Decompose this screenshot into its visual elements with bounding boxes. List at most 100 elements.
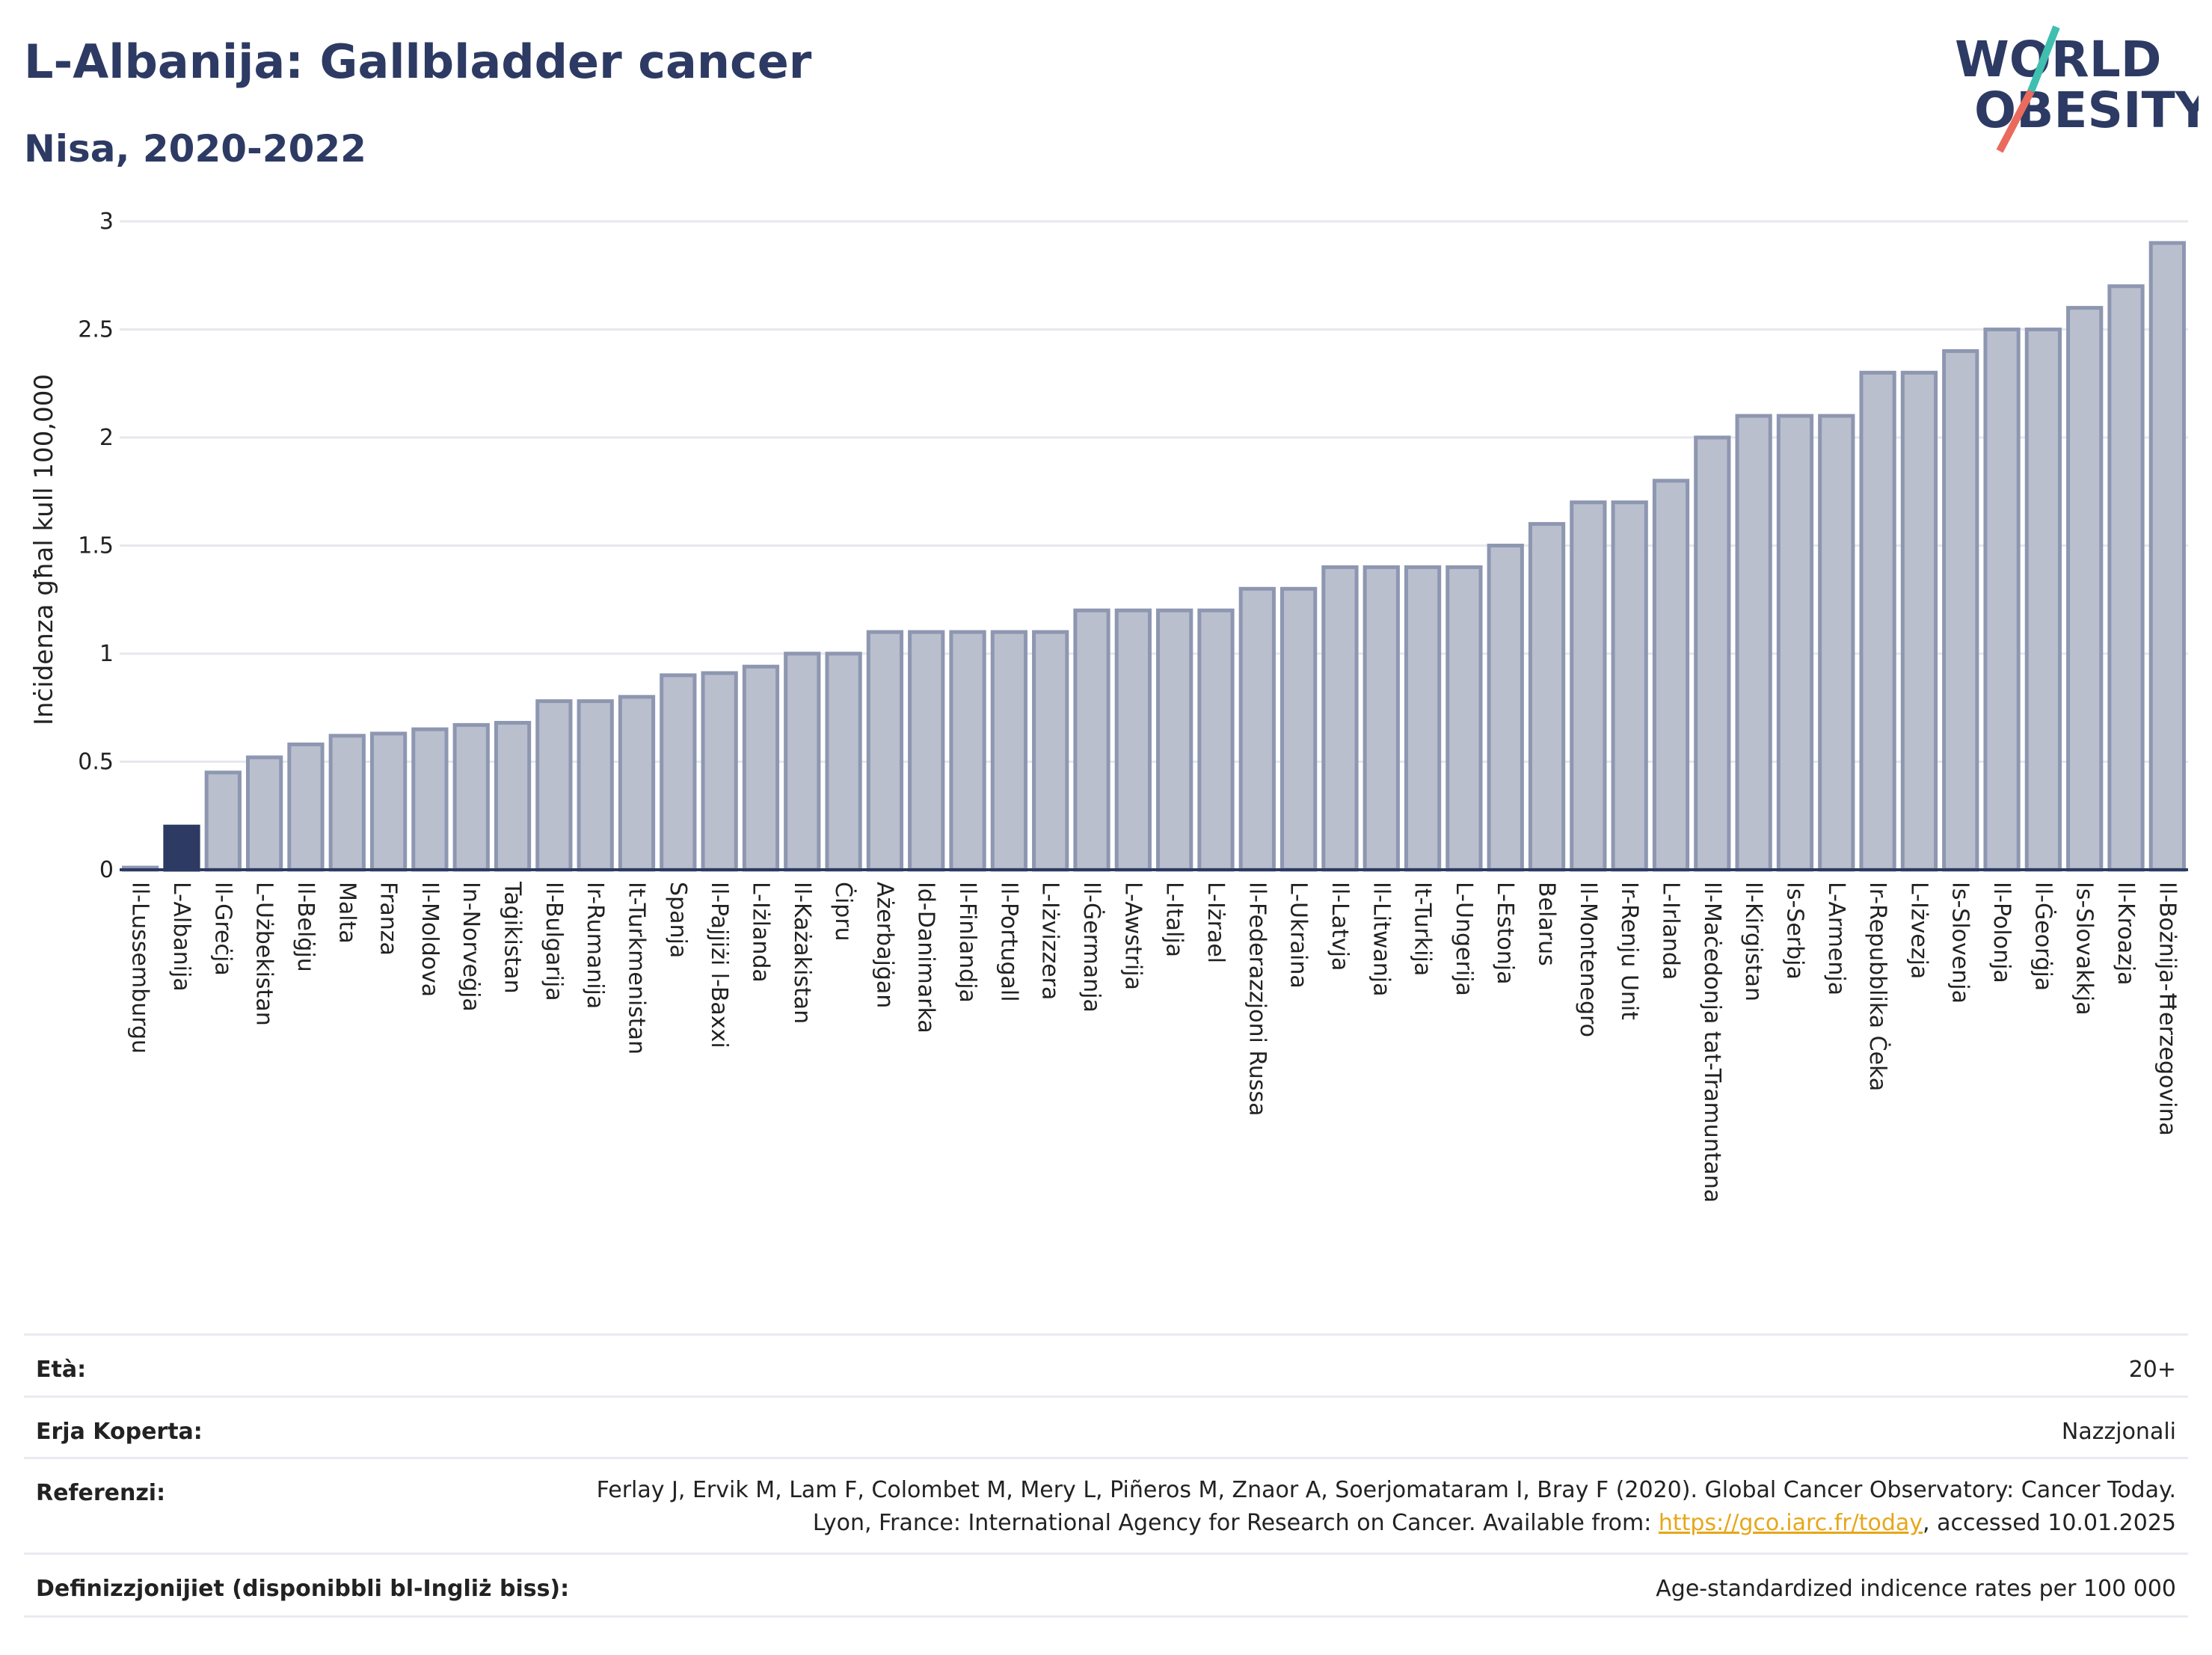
info-value: Ferlay J, Ervik M, Lam F, Colombet M, Me… (531, 1474, 2176, 1540)
info-value: Age-standardized indicence rates per 100… (1656, 1576, 2176, 1602)
info-row: Erja Koperta: Nazzjonali (24, 1395, 2188, 1459)
bar-41 (1818, 414, 1855, 872)
y-tick-label: 3 (99, 209, 114, 235)
x-tick-label: Il-Greċja (209, 882, 236, 976)
logo-slash-teal (2027, 25, 2060, 93)
bar-49 (2148, 241, 2186, 872)
x-tick-label: Il-Moldova (417, 882, 443, 997)
bar-34 (1528, 522, 1566, 872)
bar-5 (328, 734, 366, 872)
x-tick-label: Ir-Repubblika Ċeka (1864, 882, 1892, 1091)
x-tick-label: Il-Federazzjoni Russa (1244, 882, 1270, 1117)
bar-20 (949, 630, 986, 872)
x-tick-label: It-Turkija (1410, 882, 1436, 976)
bars (122, 241, 2186, 872)
bar-chart: Il-Lussemburgu L-Albanija Il-Greċja L-Użbek… (29, 209, 2188, 1203)
x-tick-label: Franza (375, 882, 402, 956)
bar-13 (660, 673, 697, 872)
x-tick-label: In-Norveġja (458, 882, 484, 1012)
y-tick-label: 1 (99, 641, 114, 667)
info-row: Età: 20+ (24, 1333, 2188, 1398)
bar-36 (1611, 500, 1648, 872)
reference-link[interactable]: https://gco.iarc.fr/today (1658, 1510, 1923, 1536)
info-value: 20+ (2128, 1357, 2176, 1383)
bar-17 (825, 651, 862, 872)
bar-11 (577, 699, 614, 872)
info-row: Referenzi: Ferlay J, Ervik M, Lam F, Colo… (24, 1457, 2188, 1555)
x-tick-label: Il-Latvja (1327, 882, 1353, 971)
bar-30 (1362, 565, 1400, 872)
bar-21 (990, 630, 1028, 872)
x-tick-labels: Il-Lussemburgu L-Albanija Il-Greċja L-Użbek… (127, 881, 2181, 1203)
x-tick-label: Malta (334, 882, 360, 944)
bar-43 (1900, 370, 1938, 872)
bar-7 (411, 727, 449, 872)
x-tick-label: Is-Slovenja (1947, 882, 1973, 1004)
x-tick-label: L-Irlanda (1658, 882, 1684, 980)
x-tick-label: L-Albanija (168, 882, 194, 992)
bar-33 (1487, 544, 1524, 872)
bar-47 (2066, 306, 2104, 872)
bar-32 (1446, 565, 1483, 872)
y-tick-label: 0 (99, 857, 114, 883)
bar-14 (701, 671, 738, 872)
bar-19 (908, 630, 945, 872)
bar-31 (1404, 565, 1442, 872)
x-tick-label: Il-Kirgistan (1740, 882, 1766, 1001)
x-tick-label: Il-Portugall (995, 882, 1021, 1002)
bar-3 (245, 755, 283, 872)
bar-22 (1032, 630, 1069, 872)
x-tick-label: It-Turkmenistan (624, 882, 650, 1054)
x-tick-label: Il-Ġermanja (1078, 882, 1106, 1013)
bar-45 (1983, 328, 2021, 872)
info-bottom-divider (24, 1615, 2188, 1618)
bar-6 (369, 731, 408, 872)
bar-40 (1776, 414, 1814, 872)
y-tick-label: 2.5 (78, 317, 114, 343)
bar-44 (1942, 348, 1979, 872)
logo-slash-coral (1996, 89, 2035, 153)
x-tick-label: L-Italja (1161, 882, 1188, 957)
y-tick-label: 2 (99, 425, 114, 451)
logo-word-world: WORLD (1955, 31, 2162, 88)
x-tick-label: Il-Każakistan (789, 882, 815, 1024)
reference-accessed: , accessed 10.01.2025 (1923, 1510, 2176, 1536)
x-tick-label: Is-Serbja (1781, 882, 1807, 980)
x-tick-label: Il-Montenegro (1575, 882, 1601, 1037)
bar-42 (1859, 370, 1896, 872)
bar-37 (1652, 479, 1690, 872)
x-tick-label: Il-Bulgarija (541, 882, 567, 1001)
x-tick-label: Spanja (665, 882, 691, 958)
x-tick-label: L-Armenja (1823, 882, 1849, 995)
bar-2 (204, 770, 242, 872)
x-tick-label: L-Iżrael (1202, 882, 1229, 963)
bar-35 (1570, 500, 1607, 872)
y-tick-labels: 0 0.5 1 1.5 2 2.5 3 (78, 209, 114, 883)
x-tick-label: Ċipru (830, 882, 858, 942)
x-tick-label: Il-Pajjiżi l-Baxxi (706, 882, 732, 1048)
x-tick-label: Ażerbajġan (871, 882, 897, 1008)
reference-text: Ferlay J, Ervik M, Lam F, Colombet M, Me… (596, 1477, 2176, 1536)
x-tick-label: L-Estonja (1492, 882, 1518, 984)
bar-10 (535, 699, 573, 872)
bar-23 (1073, 608, 1110, 872)
bar-24 (1114, 608, 1152, 872)
y-axis-label: Inċidenza għal kull 100,000 (29, 374, 59, 725)
y-tick-label: 0.5 (78, 749, 114, 776)
x-tick-label: Belarus (1534, 882, 1560, 966)
x-tick-label: Il-Bożnija-Ħerzegovina (2154, 882, 2180, 1136)
info-label: Età: (36, 1357, 87, 1383)
bar-12 (618, 695, 656, 872)
x-tick-label: L-Ukraina (1285, 882, 1312, 989)
info-value: Nazzjonali (2061, 1419, 2176, 1445)
x-tick-label: Il-Finlandja (954, 882, 980, 1003)
bar-9 (494, 720, 532, 872)
x-tick-label: L-Iżlanda (747, 882, 773, 983)
bar-38 (1694, 435, 1731, 872)
x-tick-label: Taġikistan (500, 881, 526, 994)
bar-15 (742, 664, 780, 872)
bar-1 (163, 824, 200, 872)
bar-29 (1321, 565, 1359, 872)
x-tick-label: L-Iżvezja (1905, 882, 1932, 979)
info-label: Definizzjonijiet (disponibbli bl-Ingliż … (36, 1576, 570, 1602)
